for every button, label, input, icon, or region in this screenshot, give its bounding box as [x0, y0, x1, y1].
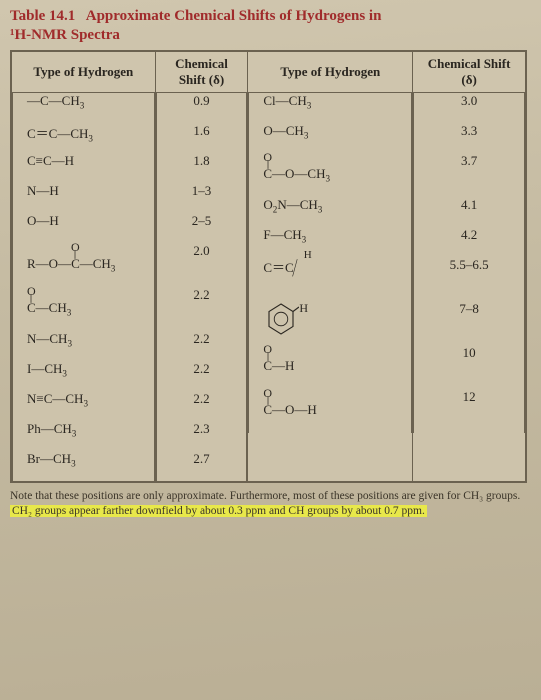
hydrogen-type: C≡C—H	[13, 153, 155, 183]
left-type-column: —C—CH3C＝C—CH3C≡C—HN—HO—HR—O—C—CH3C—CH3N—…	[12, 93, 155, 481]
header-shift-left: Chemical Shift (δ)	[155, 51, 248, 93]
hydrogen-type: Cl—CH3	[249, 93, 412, 123]
right-type-column: Cl—CH3O—CH3C—O—CH3O2N—CH3F—CH3C＝CH／HC—HC…	[248, 93, 412, 433]
table-subtitle: ¹H-NMR Spectra	[10, 27, 527, 44]
hydrogen-type: Br—CH3	[13, 451, 155, 481]
hydrogen-type: I—CH3	[13, 361, 155, 391]
shift-value: 3.3	[414, 123, 525, 153]
hydrogen-type: C＝CH／	[249, 257, 412, 301]
table-title: Table 14.1 Approximate Chemical Shifts o…	[10, 8, 527, 25]
left-shift-column: 0.91.61.81–32–52.02.22.22.22.22.32.7	[156, 93, 248, 481]
header-type-left: Type of Hydrogen	[11, 51, 155, 93]
shift-value: 2.3	[156, 421, 247, 451]
shift-value: 2.2	[156, 391, 247, 421]
hydrogen-type: C＝C—CH3	[13, 123, 155, 153]
hydrogen-type: N—H	[13, 183, 155, 213]
shift-value: 2.2	[156, 331, 247, 361]
shift-value: 1.8	[156, 153, 247, 183]
hydrogen-type: —C—CH3	[13, 93, 155, 123]
shift-value: 2.7	[156, 451, 247, 481]
footnote: Note that these positions are only appro…	[10, 489, 527, 519]
shift-value: 7–8	[414, 301, 525, 345]
shift-value: 10	[414, 345, 525, 389]
shift-value: 0.9	[156, 93, 247, 123]
right-shift-column: 3.03.33.74.14.25.5–6.57–81012	[413, 93, 525, 433]
nmr-table: Type of Hydrogen Chemical Shift (δ) Type…	[10, 50, 527, 483]
note-highlight: CH₂ groups appear farther downfield by a…	[10, 505, 427, 517]
hydrogen-type: C—H	[249, 345, 412, 389]
shift-value: 4.1	[414, 197, 525, 227]
shift-value: 3.0	[414, 93, 525, 123]
hydrogen-type: N≡C—CH3	[13, 391, 155, 421]
hydrogen-type: H	[249, 301, 412, 345]
hydrogen-type: C—O—H	[249, 389, 412, 433]
shift-value: 1–3	[156, 183, 247, 213]
shift-value: 2.2	[156, 361, 247, 391]
shift-value: 3.7	[414, 153, 525, 197]
shift-value: 2.2	[156, 287, 247, 331]
hydrogen-type: C—CH3	[13, 287, 155, 331]
hydrogen-type: O—H	[13, 213, 155, 243]
hydrogen-type: C—O—CH3	[249, 153, 412, 197]
shift-value: 4.2	[414, 227, 525, 257]
hydrogen-type: O—CH3	[249, 123, 412, 153]
header-shift-right: Chemical Shift (δ)	[413, 51, 526, 93]
table-number: Table 14.1	[10, 8, 75, 24]
hydrogen-type: O2N—CH3	[249, 197, 412, 227]
shift-value: 2.0	[156, 243, 247, 287]
hydrogen-type: Ph—CH3	[13, 421, 155, 451]
page: Table 14.1 Approximate Chemical Shifts o…	[0, 0, 541, 700]
hydrogen-type: N—CH3	[13, 331, 155, 361]
shift-value: 2–5	[156, 213, 247, 243]
hydrogen-type: R—O—C—CH3	[13, 243, 155, 287]
header-type-right: Type of Hydrogen	[248, 51, 413, 93]
shift-value: 1.6	[156, 123, 247, 153]
shift-value: 12	[414, 389, 525, 433]
note-text: Note that these positions are only appro…	[10, 490, 520, 502]
title-text: Approximate Chemical Shifts of Hydrogens…	[86, 8, 382, 24]
shift-value: 5.5–6.5	[414, 257, 525, 301]
hydrogen-type: F—CH3	[249, 227, 412, 257]
